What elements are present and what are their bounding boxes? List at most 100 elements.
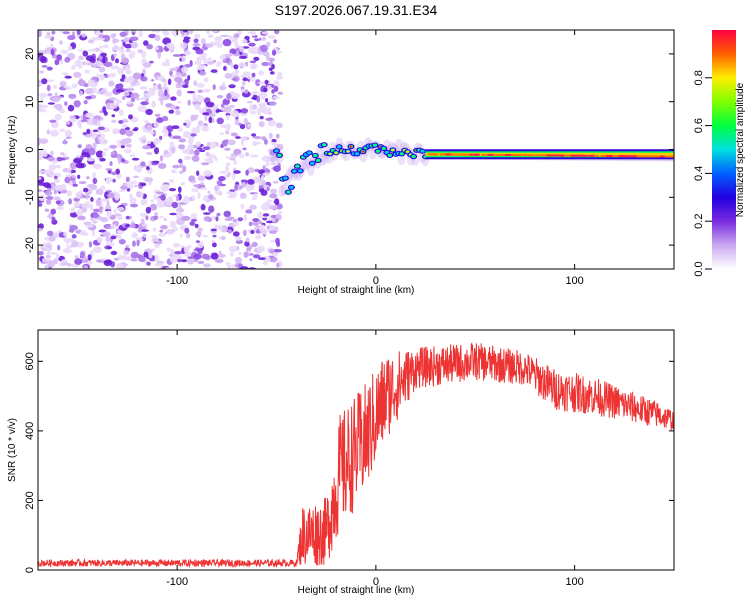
noise-blob — [123, 148, 132, 154]
noise-blob — [202, 112, 210, 116]
noise-blob — [129, 197, 137, 205]
noise-blob — [264, 79, 269, 85]
noise-blob — [59, 40, 63, 45]
noise-blob — [225, 162, 231, 167]
noise-blob — [42, 169, 52, 175]
noise-blob — [198, 64, 206, 68]
noise-blob — [123, 37, 131, 43]
noise-blob — [69, 115, 76, 119]
noise-blob — [38, 251, 44, 256]
spectrogram-x-tick-label: 100 — [565, 275, 583, 287]
noise-blob — [159, 215, 164, 219]
noise-blob — [226, 93, 232, 100]
noise-blob — [53, 189, 58, 195]
noise-blob — [249, 110, 257, 115]
noise-blob — [265, 41, 271, 48]
noise-blob — [146, 140, 151, 145]
noise-blob — [169, 249, 175, 254]
noise-blob — [110, 223, 117, 230]
noise-blob — [271, 218, 276, 223]
noise-blob — [46, 129, 51, 135]
noise-blob — [241, 181, 246, 189]
noise-blob — [76, 30, 81, 36]
noise-blob — [154, 113, 161, 118]
noise-blob — [96, 60, 102, 68]
spectrogram-y-tick-label: 10 — [24, 96, 36, 108]
noise-blob — [235, 70, 239, 77]
noise-blob — [67, 104, 75, 112]
noise-blob — [235, 136, 241, 139]
noise-blob — [77, 174, 81, 179]
noise-blob — [173, 242, 180, 248]
noise-blob — [174, 76, 183, 83]
noise-blob — [51, 30, 56, 35]
signal-band-peak — [576, 154, 585, 157]
noise-blob — [100, 217, 109, 223]
noise-blob — [158, 203, 166, 208]
noise-blob — [269, 224, 275, 232]
noise-blob — [261, 228, 268, 235]
noise-blob — [235, 235, 242, 241]
noise-blob — [44, 208, 50, 212]
noise-blob — [207, 57, 213, 61]
noise-blob — [71, 83, 78, 89]
noise-blob — [221, 82, 226, 86]
noise-blob — [55, 200, 61, 205]
noise-blob — [139, 97, 148, 101]
noise-blob — [178, 186, 182, 193]
noise-blob — [261, 31, 269, 35]
noise-blob — [131, 157, 140, 161]
noise-blob — [181, 259, 188, 263]
noise-blob — [240, 86, 245, 90]
signal-band-peak — [546, 154, 557, 157]
noise-blob — [273, 80, 280, 88]
noise-blob — [251, 104, 258, 110]
noise-blob — [40, 56, 47, 64]
spectrogram-y-tick-label: 0 — [24, 146, 36, 152]
noise-blob — [272, 96, 280, 100]
signal-band-peak — [642, 155, 648, 158]
noise-blob — [120, 138, 129, 146]
noise-blob — [59, 80, 67, 87]
noise-blob — [38, 176, 42, 180]
signal-band-peak — [493, 153, 503, 156]
noise-blob — [263, 87, 268, 93]
noise-blob — [187, 144, 195, 149]
noise-blob — [153, 123, 160, 128]
noise-blob — [47, 79, 54, 83]
noise-blob — [136, 239, 140, 247]
noise-blob — [187, 74, 191, 81]
noise-blob — [129, 36, 139, 42]
noise-blob — [146, 151, 153, 156]
noise-blob — [262, 109, 271, 115]
noise-blob — [100, 117, 104, 121]
noise-blob — [244, 152, 250, 157]
noise-blob — [259, 115, 264, 120]
noise-blob — [194, 103, 201, 111]
noise-blob — [227, 229, 233, 234]
noise-blob — [201, 253, 210, 260]
noise-blob — [196, 83, 205, 88]
noise-blob — [140, 161, 146, 166]
noise-blob — [100, 185, 106, 191]
noise-blob — [183, 122, 187, 126]
noise-blob — [92, 246, 102, 254]
noise-blob — [190, 219, 198, 222]
noise-blob — [252, 241, 258, 248]
signal-core — [420, 149, 425, 153]
noise-blob — [240, 203, 245, 209]
noise-blob — [210, 252, 219, 260]
noise-blob — [96, 136, 106, 144]
noise-blob — [234, 183, 238, 191]
noise-blob — [162, 84, 166, 91]
noise-blob — [51, 216, 56, 223]
noise-blob — [248, 42, 256, 47]
noise-blob — [194, 149, 200, 156]
noise-blob — [269, 71, 275, 75]
noise-blob — [185, 232, 191, 239]
noise-blob — [41, 78, 48, 85]
signal-band-peak — [499, 154, 509, 156]
noise-blob — [259, 91, 268, 98]
noise-blob — [60, 152, 65, 156]
noise-blob — [146, 125, 153, 132]
